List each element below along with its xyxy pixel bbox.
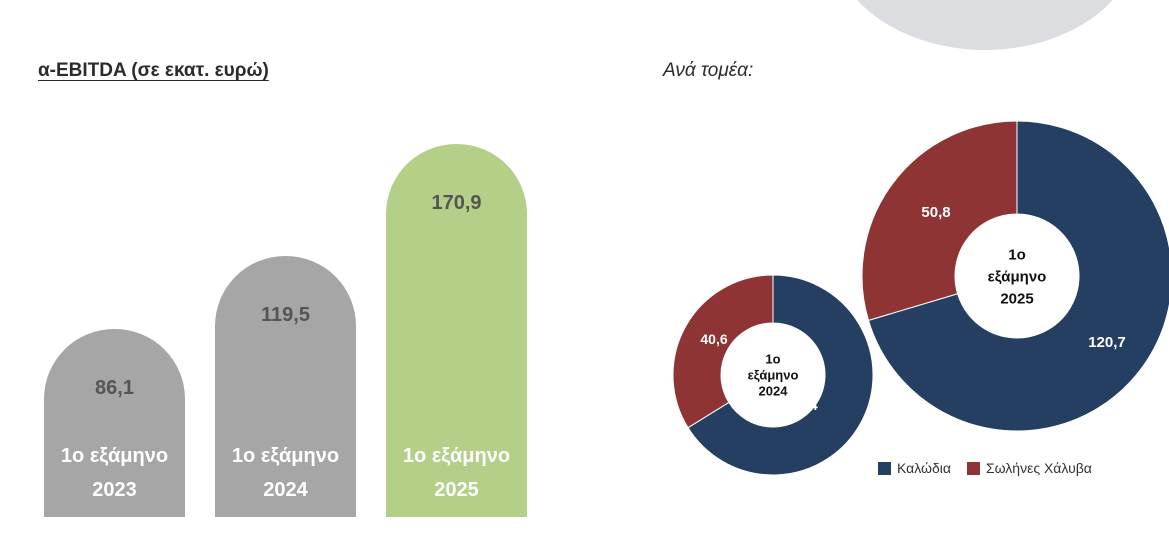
legend-item-cables: Καλώδια xyxy=(878,460,951,476)
donut-center-label: 2024 xyxy=(759,384,789,399)
donut-center-label: 1ο xyxy=(1008,246,1026,263)
legend-label-steel-pipes: Σωλήνες Χάλυβα xyxy=(985,460,1092,476)
donut-center-label: 2025 xyxy=(1000,290,1033,307)
donut-value-label: 40,6 xyxy=(700,331,727,347)
bar-category-line: 2024 xyxy=(263,479,308,501)
donut-center xyxy=(955,214,1079,338)
bar-2024: 119,5 1ο εξάμηνο 2024 xyxy=(215,256,356,517)
bar-value-label: 170,9 xyxy=(431,192,482,214)
donut-center-label: 1ο xyxy=(765,352,780,367)
donut-legend: Καλώδια Σωλήνες Χάλυβα xyxy=(878,460,1108,476)
bar-category-line: 2025 xyxy=(434,479,479,501)
donut-center-label: εξάμηνο xyxy=(988,268,1047,285)
bar-category-line: 1ο εξάμηνο xyxy=(402,445,511,467)
legend-item-steel-pipes: Σωλήνες Χάλυβα xyxy=(966,460,1092,476)
bar-category-label: 1ο εξάμηνο 2024 xyxy=(215,439,356,507)
legend-label-cables: Καλώδια xyxy=(897,460,951,476)
bar-chart-title: α-EBITDA (σε εκατ. ευρώ) xyxy=(38,60,269,81)
bar-category-line: 1ο εξάμηνο xyxy=(60,445,169,467)
bar-value-label: 86,1 xyxy=(95,377,134,399)
donut-section-title: Ανά τομέα: xyxy=(663,60,754,81)
donut-center-label: εξάμηνο xyxy=(748,368,799,383)
bar-category-label: 1ο εξάμηνο 2025 xyxy=(386,439,527,507)
donut-center xyxy=(721,323,825,427)
bar-2023: 86,1 1ο εξάμηνο 2023 xyxy=(44,329,185,517)
bar-category-label: 1ο εξάμηνο 2023 xyxy=(44,439,185,507)
bar-category-line: 1ο εξάμηνο xyxy=(231,445,340,467)
donut-value-label: 50,8 xyxy=(921,204,950,221)
bar-2025: 170,9 1ο εξάμηνο 2025 xyxy=(386,144,527,517)
bar-value-label: 119,5 xyxy=(261,304,310,326)
bar-category-line: 2023 xyxy=(92,479,137,501)
legend-swatch-steel-pipes xyxy=(966,461,980,475)
donut-value-label: 120,7 xyxy=(1088,334,1126,351)
legend-swatch-cables xyxy=(878,461,891,475)
